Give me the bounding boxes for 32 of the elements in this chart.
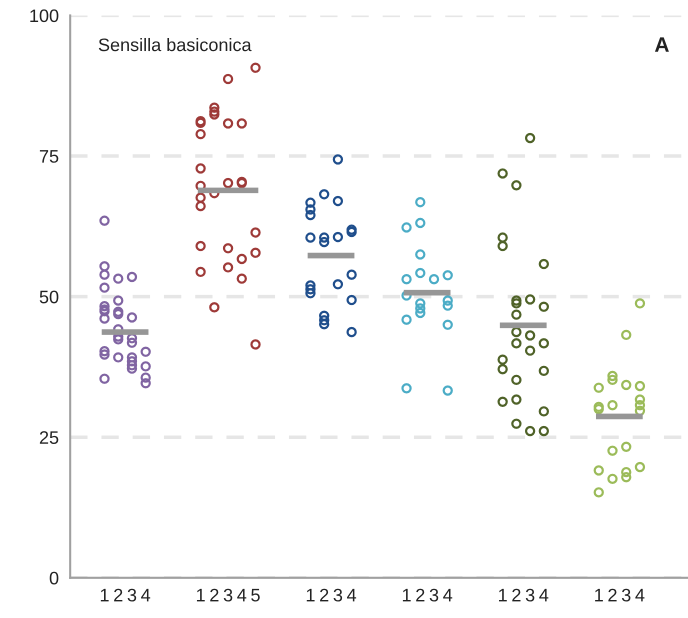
annotation: A	[654, 37, 669, 52]
x-tick-label: 1	[306, 588, 315, 602]
y-tick-label: 100	[30, 9, 58, 22]
x-tick-label: 1	[595, 588, 603, 602]
x-tick-label: 4	[347, 588, 356, 602]
x-tick-label: 4	[237, 588, 246, 602]
x-tick-label: 2	[114, 588, 122, 602]
x-tick-label: 1	[402, 588, 411, 602]
y-tick-label: 0	[50, 572, 58, 585]
x-tick-label: 2	[512, 588, 520, 602]
x-tick-label: 2	[320, 588, 328, 602]
x-tick-label: 1	[100, 588, 109, 602]
x-tick-label: 2	[416, 588, 424, 602]
x-tick-label: 3	[526, 588, 534, 602]
x-tick-label: 3	[224, 588, 232, 602]
x-tick-label: 3	[128, 588, 136, 602]
x-tick-label: 2	[210, 588, 218, 602]
x-tick-label: 2	[608, 588, 617, 602]
x-tick-label: 1	[499, 588, 507, 602]
x-tick-label: 4	[443, 588, 452, 602]
x-tick-label: 4	[539, 588, 548, 602]
y-tick-label: 50	[40, 290, 58, 304]
x-tick-label: 4	[141, 588, 150, 602]
x-tick-label: 3	[622, 588, 630, 602]
x-tick-label: 4	[635, 588, 644, 602]
x-tick-label: 3	[334, 588, 342, 602]
x-tick-label: 5	[251, 588, 260, 602]
x-tick-label: 1	[196, 588, 205, 602]
y-tick-label: 25	[40, 431, 58, 444]
y-tick-label: 75	[40, 150, 58, 163]
annotation: Sensilla basiconica	[98, 38, 252, 52]
x-tick-label: 3	[430, 588, 438, 602]
